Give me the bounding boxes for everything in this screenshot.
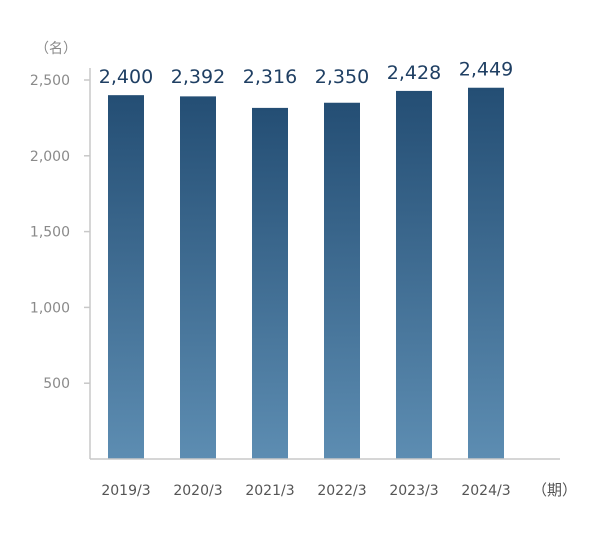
bar-value-label: 2,449 [459, 59, 513, 81]
bar [468, 87, 504, 459]
bar [324, 102, 360, 460]
x-category-label: 2023/3 [389, 483, 438, 499]
x-category-label: 2021/3 [245, 483, 294, 499]
bar-value-label: 2,400 [99, 66, 153, 88]
y-axis-ticks: 500 1,000 1,500 2,000 2,500 [30, 73, 90, 392]
bar-value-label: 2,316 [243, 66, 297, 88]
bar-value-label: 2,428 [387, 62, 441, 84]
y-tick-label: 1,500 [30, 225, 70, 241]
x-axis-unit-label: （期） [532, 481, 577, 499]
y-tick-label: 2,500 [30, 73, 70, 89]
y-tick-label: 500 [43, 376, 70, 392]
bar-value-label: 2,392 [171, 66, 225, 88]
bar [396, 90, 432, 460]
bar [108, 95, 144, 459]
x-category-label: 2024/3 [461, 483, 510, 499]
bar [180, 96, 216, 459]
x-category-label: 2020/3 [173, 483, 222, 499]
bar-value-labels: 2,400 2,392 2,316 2,350 2,428 2,449 [99, 59, 513, 88]
x-category-label: 2022/3 [317, 483, 366, 499]
bar-series [108, 87, 504, 460]
y-tick-label: 2,000 [30, 149, 70, 165]
y-axis-unit-label: （名） [35, 41, 77, 57]
y-tick-label: 1,000 [30, 300, 70, 316]
bar-value-label: 2,350 [315, 66, 369, 88]
x-axis-labels: 2019/3 2020/3 2021/3 2022/3 2023/3 2024/3 [101, 483, 510, 499]
x-category-label: 2019/3 [101, 483, 150, 499]
bar [252, 107, 288, 459]
